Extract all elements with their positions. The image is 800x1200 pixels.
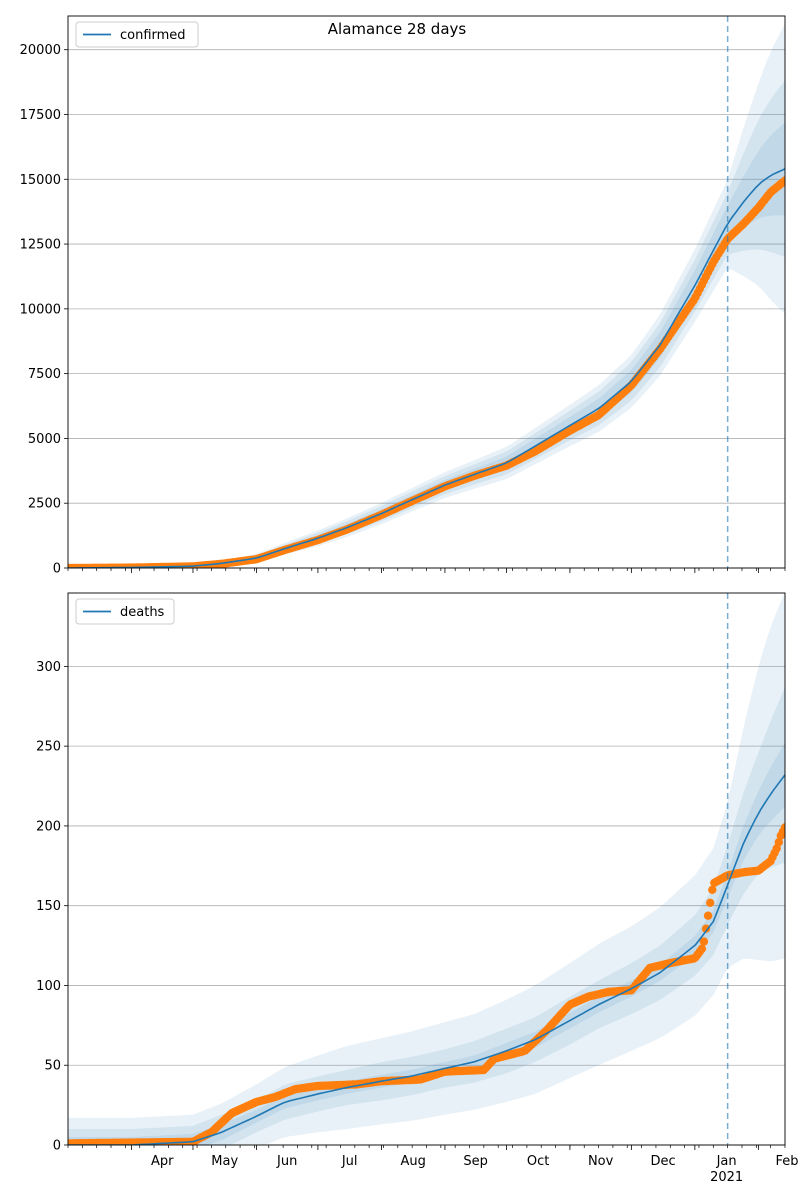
y-tick-label: 12500 [20,238,61,253]
y-tick-label: 50 [44,1059,61,1074]
y-tick-label: 5000 [28,432,61,447]
x-tick-label: May [211,1154,238,1169]
y-tick-label: 300 [36,660,61,675]
y-tick-label: 200 [36,819,61,834]
observed-point [780,823,785,832]
y-tick-label: 17500 [20,108,61,123]
observed-point [772,844,781,853]
observed-point [706,898,715,907]
y-tick-label: 100 [36,979,61,994]
x-tick-label: Jan [716,1154,737,1169]
y-tick-label: 20000 [20,43,61,58]
observed-point [708,885,717,894]
model-line-deaths [68,774,785,1145]
legend-label: confirmed [120,28,186,43]
legend-box [75,21,199,48]
y-tick-label: 0 [53,1139,61,1154]
observed-points-confirmed [68,176,785,568]
y-tick-label: 150 [36,899,61,914]
legend-deaths: deaths [75,598,175,625]
x-year-label: 2021 [710,1170,743,1185]
legend-label: deaths [120,605,165,620]
observed-point [697,944,707,953]
y-tick-label: 10000 [20,302,61,317]
x-tick-label: Sep [463,1154,488,1169]
panel-confirmed: 0 2500 5000 7500 10000 12500 15000 17500 20000 co… [20,15,786,577]
y-tick-label: 15000 [20,173,61,188]
y-tick-label: 2500 [28,497,61,512]
observed-point [774,838,783,847]
x-tick-label: Feb [776,1154,799,1169]
x-tick-label: Nov [588,1154,614,1169]
x-tick-label: Aug [400,1154,425,1169]
y-tick-label: 7500 [28,367,61,382]
x-tick-label: Oct [527,1154,549,1169]
y-tick-label: 0 [53,562,61,577]
observed-point [699,937,709,946]
x-tick-label: Jun [276,1154,297,1169]
panel-deaths: 0 50 100 150 200 250 300 Apr May Jun Jul Aug Sep Oct N… [36,592,799,1185]
x-tick-label: Apr [151,1154,174,1169]
x-tick-label: Jul [341,1154,358,1169]
observed-point [701,924,711,933]
legend-confirmed: confirmed [75,21,199,48]
observed-point [703,911,713,920]
band-deaths-2 [68,593,785,1145]
model-line-confirmed [68,168,785,568]
figure-title: Alamance 28 days [327,20,467,38]
y-tick-label: 250 [36,740,61,755]
legend-box [75,598,175,625]
observed-point [780,176,785,185]
x-tick-label: Dec [651,1154,676,1169]
